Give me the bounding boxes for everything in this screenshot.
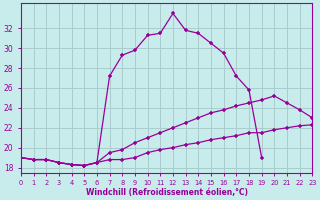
X-axis label: Windchill (Refroidissement éolien,°C): Windchill (Refroidissement éolien,°C) [86,188,248,197]
